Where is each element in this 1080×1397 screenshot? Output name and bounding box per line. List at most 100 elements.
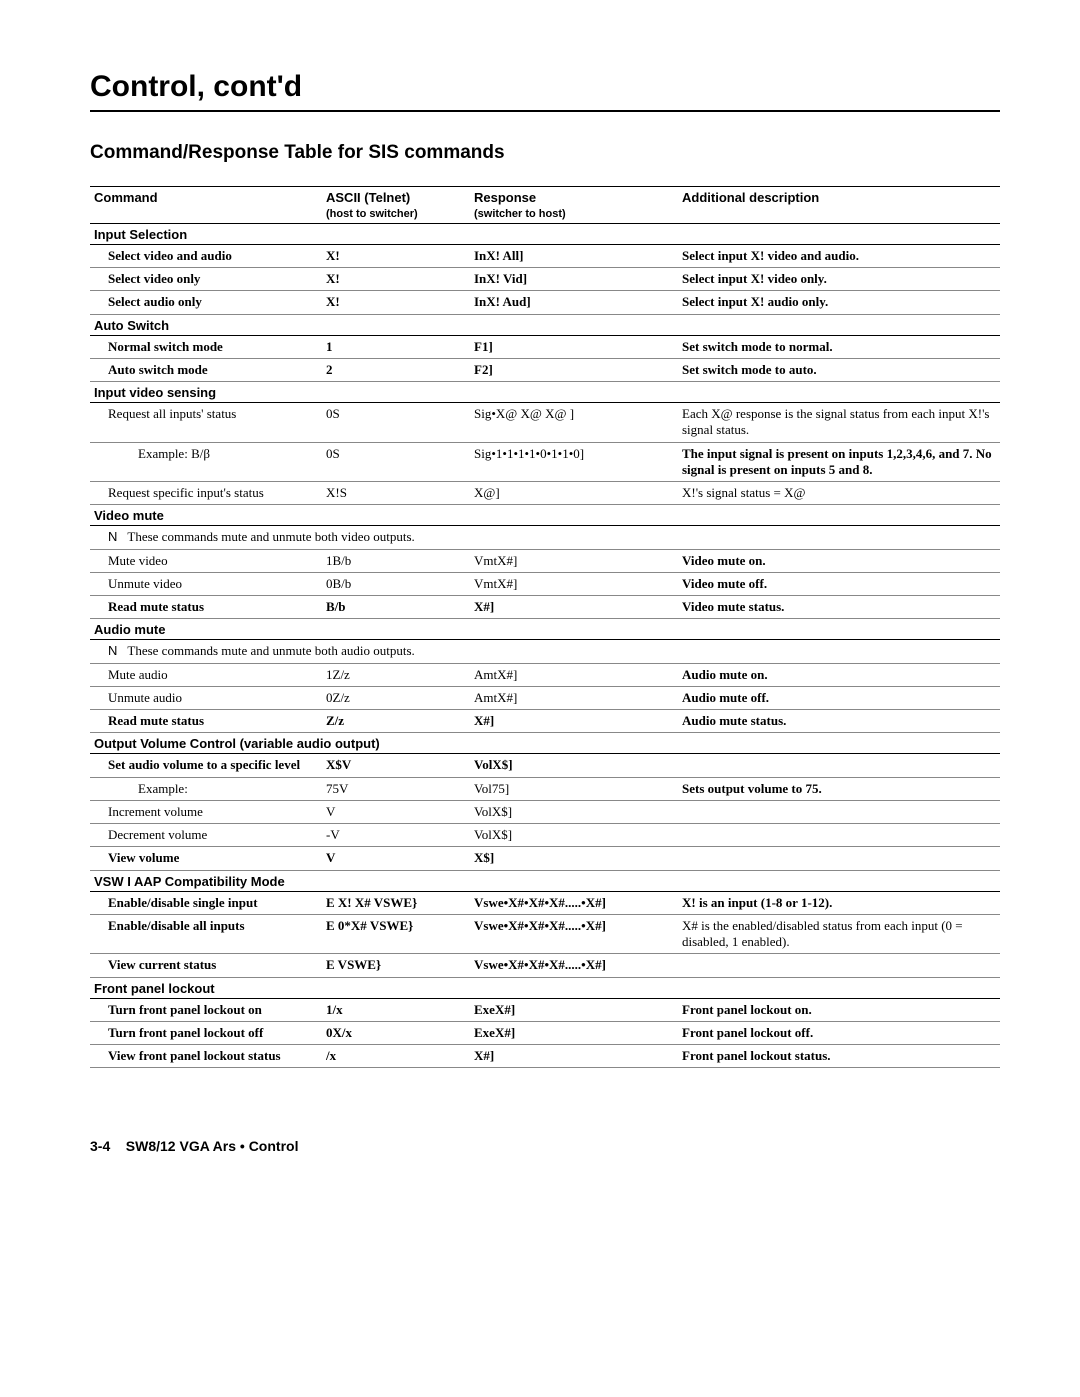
cell-desc: Select input X! audio only. [678,291,1000,314]
table-header: CommandASCII (Telnet)(host to switcher)R… [90,187,1000,224]
cell-desc: Select input X! video only. [678,268,1000,291]
page-title: Control, cont'd [90,70,1000,104]
cell-command: Turn front panel lockout off [90,1021,322,1044]
cell-desc: Set switch mode to normal. [678,335,1000,358]
section-row: Input video sensing [90,382,1000,403]
title-rule [90,110,1000,112]
cell-response: Vol75] [470,777,678,800]
table-row: Turn front panel lockout on1/xExeX#]Fron… [90,998,1000,1021]
note-text: NThese commands mute and unmute both vid… [90,526,1000,549]
cell-command: Normal switch mode [90,335,322,358]
table-row: Select audio onlyX!InX! Aud]Select input… [90,291,1000,314]
section-row: Audio mute [90,619,1000,640]
cell-command: Unmute video [90,572,322,595]
table-row: Select video onlyX!InX! Vid]Select input… [90,268,1000,291]
cell-ascii: E X! X# VSWE} [322,891,470,914]
cell-ascii: E 0*X# VSWE} [322,914,470,954]
cell-response: VmtX#] [470,549,678,572]
cell-response: Vswe•X#•X#•X#.....•X#] [470,891,678,914]
note-text: NThese commands mute and unmute both aud… [90,640,1000,663]
cell-response: InX! All] [470,244,678,267]
cell-ascii: E VSWE} [322,954,470,977]
cell-ascii: X! [322,291,470,314]
table-row: Read mute statusZ/zX#]Audio mute status. [90,710,1000,733]
cell-ascii: X! [322,268,470,291]
note-row: NThese commands mute and unmute both aud… [90,640,1000,663]
hdr-command: Command [90,187,322,224]
section-row: VSW I AAP Compatibility Mode [90,870,1000,891]
cell-response: X$] [470,847,678,870]
cell-desc [678,954,1000,977]
cell-desc: Sets output volume to 75. [678,777,1000,800]
cell-ascii: B/b [322,596,470,619]
cell-desc: Audio mute off. [678,686,1000,709]
cell-ascii: X! [322,244,470,267]
table-row: Enable/disable single inputE X! X# VSWE}… [90,891,1000,914]
cell-response: X#] [470,596,678,619]
section-title: Output Volume Control (variable audio ou… [90,733,1000,754]
cell-ascii: 75V [322,777,470,800]
cell-desc [678,847,1000,870]
table-row: Unmute video0B/bVmtX#]Video mute off. [90,572,1000,595]
section-row: Front panel lockout [90,977,1000,998]
cell-ascii: 1B/b [322,549,470,572]
cell-response: InX! Aud] [470,291,678,314]
cell-command: Unmute audio [90,686,322,709]
section-title: Input video sensing [90,382,1000,403]
cell-ascii: 0X/x [322,1021,470,1044]
section-title: VSW I AAP Compatibility Mode [90,870,1000,891]
cell-desc: Front panel lockout off. [678,1021,1000,1044]
table-row: Select video and audioX!InX! All]Select … [90,244,1000,267]
cell-response: AmtX#] [470,686,678,709]
table-row: Turn front panel lockout off0X/xExeX#]Fr… [90,1021,1000,1044]
cell-response: ExeX#] [470,998,678,1021]
cell-command: View front panel lockout status [90,1045,322,1068]
cell-desc: Audio mute status. [678,710,1000,733]
cell-command: Turn front panel lockout on [90,998,322,1021]
cell-ascii: 1 [322,335,470,358]
cell-command: Enable/disable single input [90,891,322,914]
cell-ascii: V [322,800,470,823]
cell-command: Read mute status [90,596,322,619]
cell-response: F2] [470,358,678,381]
cell-response: Vswe•X#•X#•X#.....•X#] [470,954,678,977]
table-row: View current statusE VSWE}Vswe•X#•X#•X#.… [90,954,1000,977]
table-row: Request all inputs' status0SSig•X@ X@ X@… [90,403,1000,443]
table-row: Example:75VVol75]Sets output volume to 7… [90,777,1000,800]
cell-response: VolX$] [470,754,678,777]
cell-response: Vswe•X#•X#•X#.....•X#] [470,914,678,954]
cell-desc: Video mute off. [678,572,1000,595]
section-title: Front panel lockout [90,977,1000,998]
footer-page: 3-4 [90,1138,110,1154]
note-row: NThese commands mute and unmute both vid… [90,526,1000,549]
cell-response: Sig•X@ X@ X@ ] [470,403,678,443]
cell-desc: Select input X! video and audio. [678,244,1000,267]
cell-ascii: X$V [322,754,470,777]
cell-desc: Each X@ response is the signal status fr… [678,403,1000,443]
cell-command: Increment volume [90,800,322,823]
cell-command: Select video only [90,268,322,291]
cell-desc [678,800,1000,823]
cell-command: Auto switch mode [90,358,322,381]
cell-command: View current status [90,954,322,977]
hdr-desc: Additional description [678,187,1000,224]
page-subtitle: Command/Response Table for SIS commands [90,142,1000,164]
hdr-response: Response(switcher to host) [470,187,678,224]
cell-response: ExeX#] [470,1021,678,1044]
cell-command: Mute video [90,549,322,572]
cell-desc: The input signal is present on inputs 1,… [678,442,1000,482]
section-row: Video mute [90,505,1000,526]
table-row: Request specific input's statusX!SX@]X!'… [90,482,1000,505]
section-title: Video mute [90,505,1000,526]
cell-desc: X!'s signal status = X@ [678,482,1000,505]
cell-ascii: V [322,847,470,870]
cell-ascii: 2 [322,358,470,381]
cell-desc [678,754,1000,777]
table-row: Decrement volume-VVolX$] [90,824,1000,847]
cell-response: InX! Vid] [470,268,678,291]
section-row: Input Selection [90,223,1000,244]
cell-command: Select audio only [90,291,322,314]
cell-desc: X# is the enabled/disabled status from e… [678,914,1000,954]
cell-response: F1] [470,335,678,358]
table-row: Enable/disable all inputsE 0*X# VSWE}Vsw… [90,914,1000,954]
